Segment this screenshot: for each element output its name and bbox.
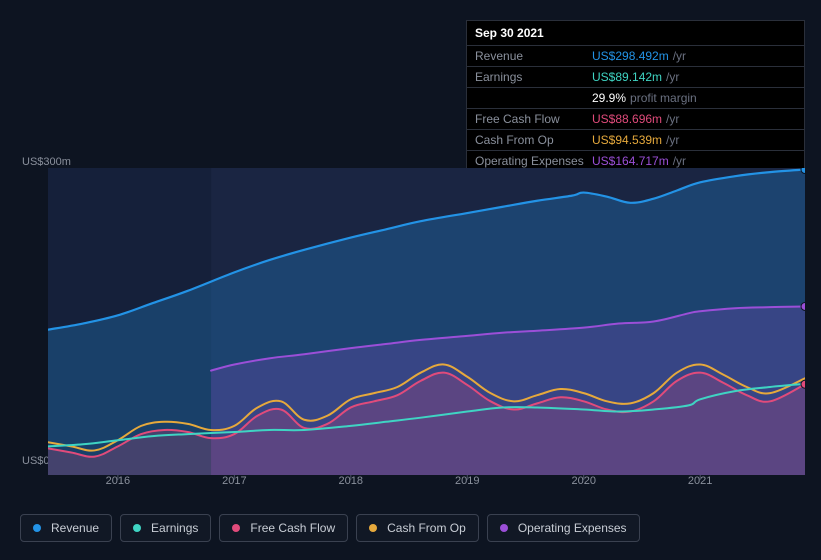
tooltip-label: Operating Expenses	[475, 154, 592, 168]
tooltip-date: Sep 30 2021	[467, 21, 804, 46]
tooltip-value: US$88.696m	[592, 112, 662, 126]
op_expenses-swatch-icon	[500, 524, 508, 532]
tooltip-suffix: /yr	[673, 154, 686, 168]
tooltip-value: US$94.539m	[592, 133, 662, 147]
tooltip-label	[475, 91, 592, 105]
tooltip-value: US$89.142m	[592, 70, 662, 84]
y-axis-label-min: US$0	[22, 455, 50, 467]
legend: Revenue Earnings Free Cash Flow Cash From O…	[20, 514, 640, 542]
tooltip-suffix: profit margin	[630, 91, 697, 105]
earnings-swatch-icon	[133, 524, 141, 532]
cash_from_op-swatch-icon	[369, 524, 377, 532]
tooltip-label: Free Cash Flow	[475, 112, 592, 126]
free_cash_flow-swatch-icon	[232, 524, 240, 532]
x-tick: 2020	[571, 475, 595, 487]
x-tick: 2016	[106, 475, 130, 487]
legend-label: Free Cash Flow	[250, 521, 335, 535]
x-axis: 2016 2017 2018 2019 2020 2021	[48, 475, 805, 495]
tooltip-label: Earnings	[475, 70, 592, 84]
tooltip-suffix: /yr	[666, 112, 679, 126]
tooltip-row: Free Cash FlowUS$88.696m/yr	[467, 109, 804, 130]
legend-item-free_cash_flow[interactable]: Free Cash Flow	[219, 514, 348, 542]
tooltip-label: Revenue	[475, 49, 592, 63]
tooltip-row: Cash From OpUS$94.539m/yr	[467, 130, 804, 151]
tooltip-value: 29.9%	[592, 91, 626, 105]
legend-item-earnings[interactable]: Earnings	[120, 514, 211, 542]
free_cash_flow-end-dot	[801, 380, 805, 388]
op_expenses-end-dot	[801, 302, 805, 310]
tooltip-suffix: /yr	[673, 49, 686, 63]
tooltip-label: Cash From Op	[475, 133, 592, 147]
tooltip-value: US$298.492m	[592, 49, 669, 63]
financials-area-chart	[48, 168, 805, 481]
y-axis-label-max: US$300m	[22, 156, 71, 168]
x-tick: 2017	[222, 475, 246, 487]
x-tick: 2019	[455, 475, 479, 487]
legend-label: Revenue	[51, 521, 99, 535]
tooltip-row: EarningsUS$89.142m/yr	[467, 67, 804, 88]
legend-label: Earnings	[151, 521, 198, 535]
revenue-swatch-icon	[33, 524, 41, 532]
x-tick: 2021	[688, 475, 712, 487]
legend-item-cash_from_op[interactable]: Cash From Op	[356, 514, 479, 542]
tooltip-suffix: /yr	[666, 133, 679, 147]
tooltip-value: US$164.717m	[592, 154, 669, 168]
legend-item-op_expenses[interactable]: Operating Expenses	[487, 514, 640, 542]
data-tooltip: Sep 30 2021 RevenueUS$298.492m/yrEarning…	[466, 20, 805, 172]
legend-label: Operating Expenses	[518, 521, 627, 535]
legend-item-revenue[interactable]: Revenue	[20, 514, 112, 542]
legend-label: Cash From Op	[387, 521, 466, 535]
tooltip-row: 29.9% profit margin	[467, 88, 804, 109]
tooltip-row: RevenueUS$298.492m/yr	[467, 46, 804, 67]
tooltip-suffix: /yr	[666, 70, 679, 84]
x-tick: 2018	[339, 475, 363, 487]
